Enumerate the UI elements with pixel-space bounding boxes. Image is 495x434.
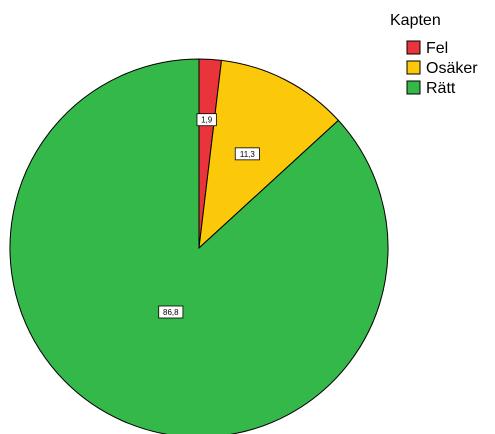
legend: Kapten Fel Osäker Rätt xyxy=(390,12,478,97)
data-label-box xyxy=(196,113,217,127)
legend-item-rätt: Rätt xyxy=(406,80,456,97)
legend-items: Fel Osäker Rätt xyxy=(406,40,478,97)
data-label-text: 86,8 xyxy=(163,308,179,317)
data-label-rätt: 86,8 xyxy=(158,305,184,319)
legend-title: Kapten xyxy=(390,12,441,29)
data-label-text: 1,9 xyxy=(201,116,213,125)
pie-slice-osäker xyxy=(198,59,340,250)
pie-data-labels: 1,9 11,3 86,8 xyxy=(158,113,260,319)
legend-swatch xyxy=(406,40,421,55)
data-label-text: 11,3 xyxy=(240,150,256,159)
pie-slice-rätt xyxy=(9,58,389,434)
data-label-osäker: 11,3 xyxy=(234,147,260,161)
pie-slices xyxy=(9,58,389,434)
legend-swatch xyxy=(406,60,421,75)
data-label-box xyxy=(158,305,184,319)
legend-item-fel: Fel xyxy=(406,40,448,57)
legend-swatch xyxy=(406,80,421,95)
data-label-fel: 1,9 xyxy=(196,113,217,127)
legend-label: Osäker xyxy=(426,60,478,77)
legend-label: Rätt xyxy=(426,80,456,97)
legend-label: Fel xyxy=(426,40,448,57)
data-label-box xyxy=(234,147,260,161)
legend-item-osäker: Osäker xyxy=(406,60,478,77)
